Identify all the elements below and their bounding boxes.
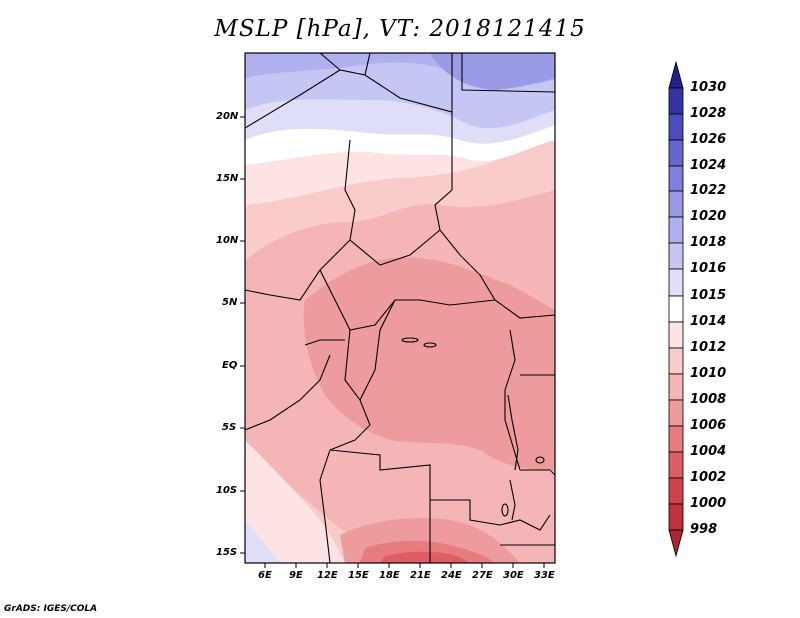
lon-ticks (264, 563, 545, 568)
colorbar-swatch-1000-1002 (668, 477, 684, 505)
lat-label-5s: 5S (222, 422, 237, 433)
lakes (401, 337, 545, 521)
lat-label-15s: 15S (216, 547, 238, 558)
lon-label-18e: 18E (379, 570, 400, 581)
lon-label-33e: 33E (534, 570, 555, 581)
colorbar-label-1002: 1002 (690, 470, 727, 485)
colorbar-label-998: 998 (690, 522, 718, 537)
colorbar-swatch-1014-1015 (668, 295, 684, 323)
country-borders (245, 53, 555, 563)
lat-ticks (240, 116, 245, 554)
colorbar-label-1010: 1010 (690, 366, 727, 381)
colorbar-swatch-1024-1026 (668, 139, 684, 167)
colorbar (668, 60, 684, 558)
colorbar-label-1020: 1020 (690, 209, 727, 224)
map-frame (244, 52, 556, 564)
colorbar-swatch-1022-1024 (668, 165, 684, 192)
colorbar-swatch-1026-1028 (668, 113, 684, 141)
contour-1016-sw (245, 520, 280, 563)
lat-label-15n: 15N (216, 173, 239, 184)
colorbar-min-arrow (668, 529, 684, 558)
colorbar-swatch-1004-1006 (668, 425, 684, 453)
contour-1014-south (245, 440, 345, 563)
lon-label-30e: 30E (503, 570, 524, 581)
contour-1022 (430, 53, 555, 90)
colorbar-label-1004: 1004 (690, 444, 727, 459)
lat-label-10s: 10S (216, 485, 238, 496)
lon-label-9e: 9E (289, 570, 303, 581)
figure-title: MSLP [hPa], VT: 2018121415 (214, 16, 586, 42)
lat-label-5n: 5N (222, 297, 238, 308)
colorbar-swatch-1016-1018 (668, 242, 684, 270)
colorbar-swatch-1008-1010 (668, 373, 684, 401)
colorbar-label-1030: 1030 (690, 80, 727, 95)
lat-label-eq: EQ (222, 360, 238, 371)
lon-label-12e: 12E (317, 570, 338, 581)
colorbar-swatch-1010-1012 (668, 347, 684, 375)
colorbar-swatch-1018-1020 (668, 216, 684, 244)
colorbar-swatch-1012-1014 (668, 321, 684, 349)
pressure-field (245, 53, 555, 563)
colorbar-swatch-1002-1004 (668, 451, 684, 479)
colorbar-swatch-1028-1030 (668, 87, 684, 115)
colorbar-label-1014: 1014 (690, 314, 727, 329)
colorbar-swatch-1006-1008 (668, 399, 684, 427)
contour-1006 (380, 551, 470, 563)
colorbar-swatch-998-1000 (668, 503, 684, 531)
colorbar-label-1015: 1015 (690, 288, 727, 303)
colorbar-label-1028: 1028 (690, 106, 727, 121)
colorbar-label-1006: 1006 (690, 418, 727, 433)
lon-label-24e: 24E (441, 570, 462, 581)
colorbar-label-1026: 1026 (690, 132, 727, 147)
colorbar-label-1012: 1012 (690, 340, 727, 355)
lon-label-27e: 27E (472, 570, 493, 581)
colorbar-label-1022: 1022 (690, 183, 727, 198)
colorbar-swatch-1020-1022 (668, 190, 684, 218)
colorbar-swatch-1015-1016 (668, 268, 684, 297)
grads-credit: GrADS: IGES/COLA (4, 604, 98, 614)
lon-label-6e: 6E (258, 570, 272, 581)
lat-label-10n: 10N (216, 235, 239, 246)
lon-label-21e: 21E (410, 570, 431, 581)
colorbar-label-1008: 1008 (690, 392, 727, 407)
colorbar-label-1000: 1000 (690, 496, 727, 511)
colorbar-label-1024: 1024 (690, 158, 727, 173)
colorbar-label-1016: 1016 (690, 261, 727, 276)
colorbar-label-1018: 1018 (690, 235, 727, 250)
colorbar-max-arrow (668, 60, 684, 89)
lon-label-15e: 15E (348, 570, 369, 581)
lat-label-20n: 20N (216, 111, 239, 122)
